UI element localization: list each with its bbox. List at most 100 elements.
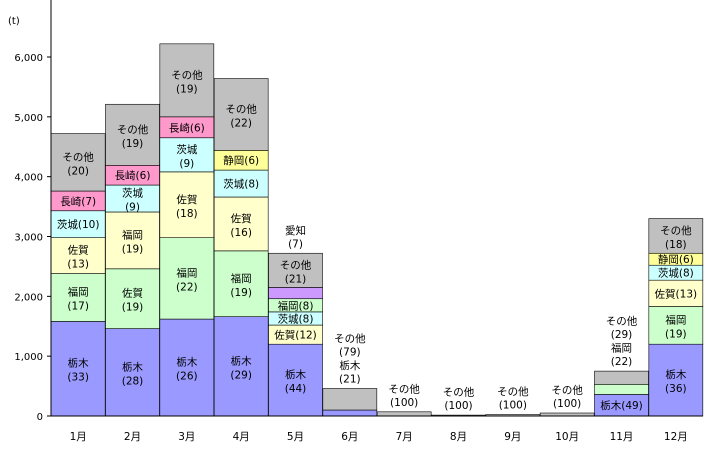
segment-label: (19) bbox=[122, 302, 144, 314]
bar-segment bbox=[50, 321, 106, 417]
segment-label: 栃木 bbox=[68, 357, 89, 370]
segment-label: 佐賀(13) bbox=[655, 287, 698, 300]
callout-label: (100) bbox=[499, 400, 527, 412]
segment-label: 茨城(10) bbox=[57, 218, 100, 231]
segment-label: 佐賀 bbox=[176, 193, 197, 206]
bar-segment bbox=[594, 370, 649, 385]
callout-label: (79) bbox=[339, 346, 361, 358]
bar-segment bbox=[268, 252, 323, 288]
segment-label: (22) bbox=[230, 117, 252, 129]
bar-segment bbox=[105, 268, 160, 329]
segment-label: (9) bbox=[179, 158, 194, 170]
callout-label: その他 bbox=[497, 385, 529, 398]
bar-segment bbox=[50, 133, 106, 192]
y-axis-unit-label: (t) bbox=[8, 16, 20, 27]
segment-label: (19) bbox=[230, 287, 252, 299]
segment-label: (19) bbox=[122, 243, 144, 255]
y-axis: 0 1,000 2,000 3,000 4,000 5,000 6,000 bbox=[14, 0, 52, 423]
segment-label: その他 bbox=[280, 258, 312, 271]
segment-label: 茨城(8) bbox=[658, 267, 694, 280]
bar-segment bbox=[105, 103, 160, 166]
callout-label: 愛知 bbox=[285, 224, 306, 237]
segment-label: 佐賀 bbox=[122, 287, 143, 300]
callout-label: (22) bbox=[611, 356, 633, 368]
segment-label: (21) bbox=[285, 273, 307, 285]
segment-label: (19) bbox=[122, 138, 144, 150]
callout-label: その他 bbox=[334, 332, 366, 345]
segment-label: 茨城 bbox=[122, 187, 143, 200]
callout-label: (21) bbox=[339, 373, 361, 385]
segment-label: 栃木 bbox=[176, 356, 197, 369]
bar-segment bbox=[213, 196, 269, 252]
bar-segment bbox=[268, 343, 323, 417]
x-tick-label: 3月 bbox=[178, 431, 195, 443]
x-axis: 1月 2月 3月 4月 5月 6月 7月 8月 9月 10月 11月 12月 bbox=[51, 415, 703, 443]
bar-segment bbox=[159, 43, 215, 118]
segment-label: 栃木 bbox=[122, 360, 143, 373]
segment-label: 福岡 bbox=[665, 313, 686, 326]
segment-label: (22) bbox=[176, 281, 198, 293]
segment-label: 福岡 bbox=[122, 228, 143, 241]
bar-segment bbox=[648, 218, 704, 254]
segment-label: (19) bbox=[176, 83, 198, 95]
callout-label: 福岡 bbox=[611, 342, 632, 355]
segment-label: (18) bbox=[176, 208, 198, 220]
bar-segment bbox=[376, 411, 432, 417]
bar-segment bbox=[322, 409, 378, 417]
segment-label: 長崎(7) bbox=[60, 195, 96, 208]
bar-segment bbox=[50, 237, 106, 274]
segment-label: (44) bbox=[285, 383, 307, 395]
bar-segment bbox=[159, 171, 215, 238]
segment-label: (29) bbox=[230, 369, 252, 381]
segment-label: (33) bbox=[67, 372, 89, 384]
bar-segment bbox=[648, 279, 704, 307]
segment-label: 長崎(6) bbox=[115, 169, 151, 182]
segment-label: その他 bbox=[171, 68, 203, 81]
segment-label: 佐賀(12) bbox=[274, 329, 317, 342]
bar-segment bbox=[213, 316, 269, 417]
segment-label: 長崎(6) bbox=[169, 121, 205, 134]
callout-label: その他 bbox=[388, 382, 420, 395]
segment-label: (26) bbox=[176, 371, 198, 383]
segment-label: 静岡(6) bbox=[658, 253, 694, 266]
segment-label: その他 bbox=[62, 150, 94, 163]
bar-segment bbox=[268, 287, 323, 300]
segment-label: (28) bbox=[122, 375, 144, 387]
bar-segment bbox=[105, 211, 160, 270]
x-tick-label: 10月 bbox=[555, 431, 579, 443]
segment-label: (18) bbox=[665, 239, 687, 251]
x-tick-label: 8月 bbox=[450, 431, 467, 443]
segment-label: 佐賀 bbox=[231, 212, 252, 225]
segment-label: (17) bbox=[67, 301, 89, 313]
bar-segment bbox=[213, 78, 269, 151]
bar-segment bbox=[648, 343, 704, 417]
callout-label: その他 bbox=[606, 315, 638, 328]
segment-label: 茨城(8) bbox=[223, 178, 259, 191]
segment-label: (36) bbox=[665, 383, 687, 395]
segment-label: (19) bbox=[665, 328, 687, 340]
bar-segment bbox=[50, 273, 106, 322]
callout-label: (29) bbox=[611, 329, 633, 341]
callout-label: 栃木 bbox=[339, 359, 360, 372]
segment-label: 静岡(6) bbox=[223, 154, 259, 167]
bar-segment bbox=[322, 388, 378, 411]
x-tick-label: 11月 bbox=[610, 431, 634, 443]
segment-label: その他 bbox=[660, 224, 692, 237]
y-tick-label: 5,000 bbox=[14, 113, 43, 124]
callout-label: (100) bbox=[553, 398, 581, 410]
segment-label: 福岡 bbox=[68, 286, 89, 299]
bar-segment bbox=[594, 383, 649, 395]
callout-label: その他 bbox=[443, 386, 475, 399]
bar-segment bbox=[50, 210, 106, 238]
callout-label: (7) bbox=[288, 238, 303, 250]
segment-label: 栃木 bbox=[285, 368, 306, 381]
x-tick-label: 6月 bbox=[341, 431, 358, 443]
segment-label: その他 bbox=[117, 123, 149, 136]
y-tick-label: 6,000 bbox=[14, 53, 43, 64]
x-tick-label: 7月 bbox=[396, 431, 413, 443]
bar-labels: 栃木(33)福岡(17)佐賀(13)茨城(10)長崎(7)その他(20)栃木(2… bbox=[57, 68, 697, 412]
segment-label: 福岡 bbox=[231, 272, 252, 285]
x-tick-label: 4月 bbox=[233, 431, 250, 443]
segment-label: 栃木 bbox=[665, 368, 686, 381]
